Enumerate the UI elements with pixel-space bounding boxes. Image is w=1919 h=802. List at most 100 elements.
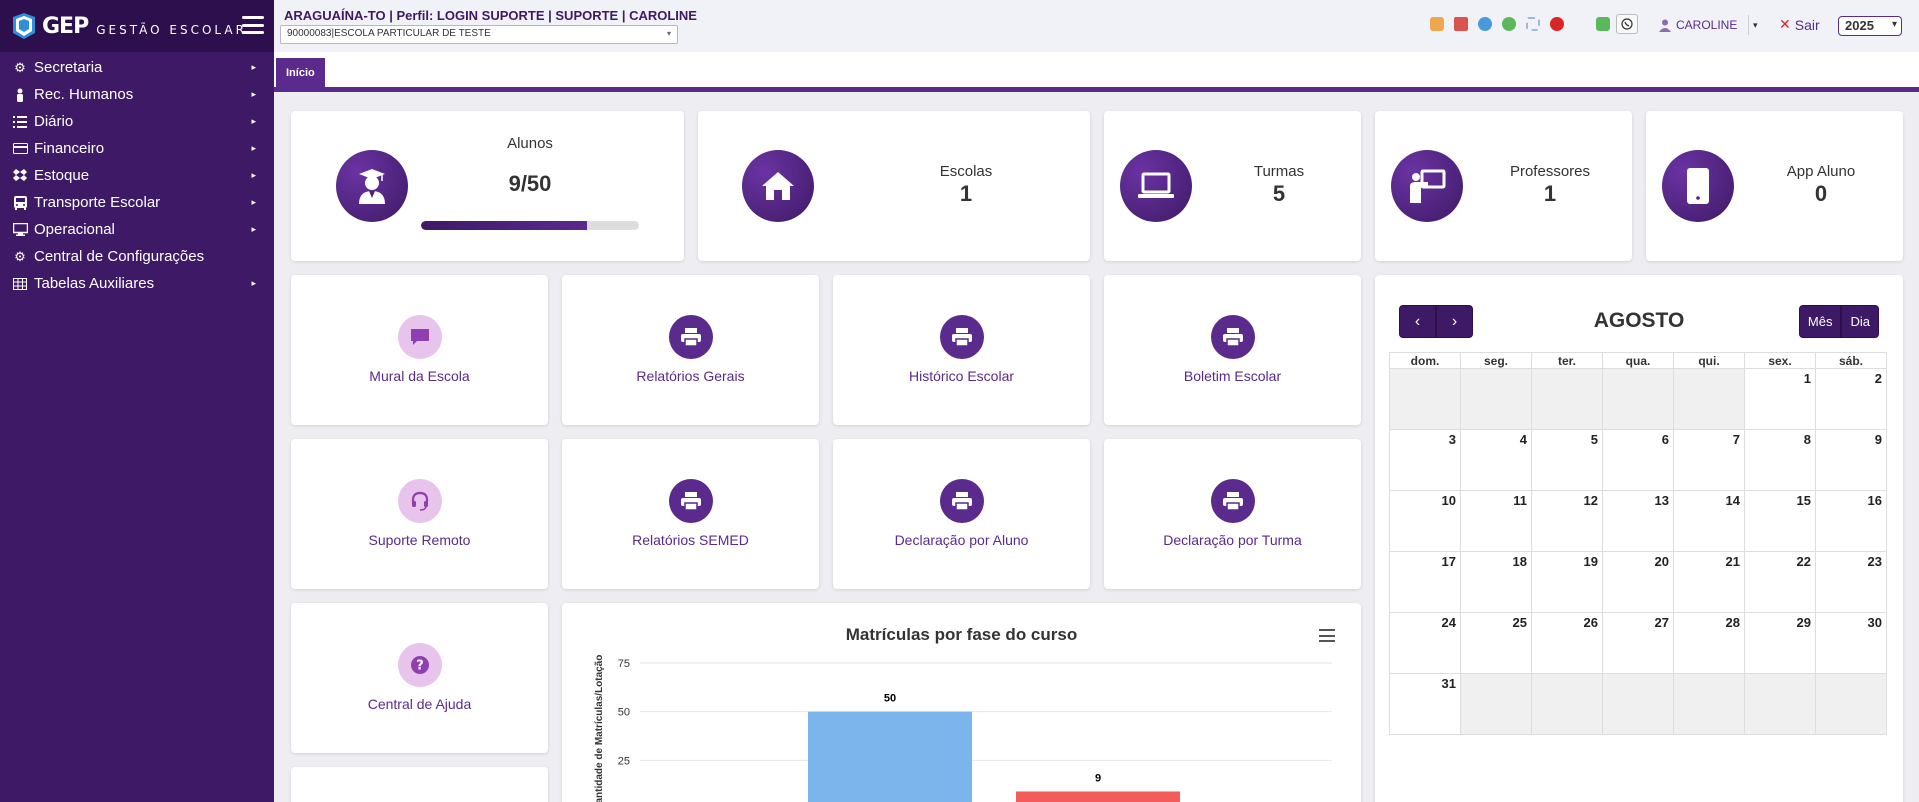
pie-chart-icon[interactable] <box>1478 17 1492 31</box>
calendar-day[interactable]: 3 <box>1389 429 1461 491</box>
calendar-day[interactable]: 22 <box>1744 551 1816 613</box>
sidebar-item-central-configuracoes[interactable]: ⚙ Central de Configurações <box>0 243 274 270</box>
calendar-day[interactable]: 5 <box>1531 429 1603 491</box>
user-menu-button[interactable]: CAROLINE <box>1659 18 1737 32</box>
calendar-day[interactable]: 29 <box>1744 612 1816 674</box>
calendar-day[interactable] <box>1602 368 1674 430</box>
question-icon: ? <box>397 643 442 687</box>
calendar-day[interactable]: 17 <box>1389 551 1461 613</box>
stat-value: 1 <box>1543 181 1557 206</box>
action-central-ajuda[interactable]: ? Central de Ajuda <box>291 603 548 753</box>
card-toolbar-icon[interactable] <box>1430 17 1444 31</box>
calendar-day[interactable]: 13 <box>1602 490 1674 552</box>
arrow-right-icon: ▸ <box>251 116 256 126</box>
bar-chart: 7550250Quantidade de Matrículas/Lotação5… <box>594 655 1332 802</box>
calendar-day[interactable]: 7 <box>1673 429 1745 491</box>
spreadsheet-icon[interactable] <box>1596 17 1610 31</box>
calendar-day[interactable]: 30 <box>1815 612 1887 674</box>
school-select[interactable]: 90000083|ESCOLA PARTICULAR DE TESTE ▾ <box>280 25 678 44</box>
view-day-button[interactable]: Dia <box>1841 305 1879 338</box>
sidebar-item-tabelas-auxiliares[interactable]: Tabelas Auxiliares ▸ <box>0 270 274 297</box>
calendar-day[interactable]: 8 <box>1744 429 1816 491</box>
chat-icon[interactable] <box>1502 17 1516 31</box>
calendar-day[interactable]: 10 <box>1389 490 1461 552</box>
calendar-day[interactable]: 16 <box>1815 490 1887 552</box>
calendar-day[interactable]: 6 <box>1602 429 1674 491</box>
list-icon <box>12 115 28 129</box>
menu-toggle-icon[interactable] <box>242 16 264 34</box>
sidebar-item-operacional[interactable]: Operacional ▸ <box>0 216 274 243</box>
person-icon <box>12 88 28 102</box>
logout-button[interactable]: ✕ Sair <box>1779 16 1820 33</box>
sidebar-item-rec-humanos[interactable]: Rec. Humanos ▸ <box>0 81 274 108</box>
y-axis-label: Quantidade de Matrículas/Lotação <box>594 655 605 802</box>
calendar-day[interactable]: 27 <box>1602 612 1674 674</box>
chart-title: Matrículas por fase do curso <box>845 625 1078 644</box>
calendar-day[interactable] <box>1389 368 1461 430</box>
close-circle-icon[interactable] <box>1550 17 1564 31</box>
calendar-day[interactable]: 20 <box>1602 551 1674 613</box>
action-declaracao-aluno[interactable]: Declaração por Aluno <box>833 439 1090 589</box>
calendar-day[interactable]: 25 <box>1460 612 1532 674</box>
calendar-day[interactable] <box>1531 368 1603 430</box>
sidebar-item-diario[interactable]: Diário ▸ <box>0 108 274 135</box>
calendar-day[interactable]: 24 <box>1389 612 1461 674</box>
action-relatorios-gerais[interactable]: Relatórios Gerais <box>562 275 819 425</box>
year-select[interactable]: 2025 ▾ <box>1838 16 1902 36</box>
calendar-day[interactable]: 15 <box>1744 490 1816 552</box>
calendar-week: 10 11 12 13 14 15 16 <box>1389 490 1887 552</box>
calendar-day[interactable]: 28 <box>1673 612 1745 674</box>
whatsapp-icon[interactable] <box>1616 14 1638 34</box>
user-dropdown-toggle[interactable]: ▾ <box>1748 15 1758 35</box>
sidebar-item-label: Transporte Escolar <box>34 194 161 211</box>
calendar-day[interactable]: 19 <box>1531 551 1603 613</box>
logo-subtitle: GESTÃO ESCOLAR <box>96 23 247 37</box>
chart-bar[interactable] <box>1016 791 1180 802</box>
logout-label: Sair <box>1794 16 1820 33</box>
calendar-day[interactable] <box>1460 673 1532 735</box>
sidebar: GEP GESTÃO ESCOLAR ⚙ Secretaria ▸ Rec. H… <box>0 0 274 802</box>
chart-menu-icon[interactable] <box>1319 629 1335 642</box>
calendar-day[interactable]: 18 <box>1460 551 1532 613</box>
calendar-day[interactable]: 26 <box>1531 612 1603 674</box>
calendar-day[interactable]: 12 <box>1531 490 1603 552</box>
action-suporte-remoto[interactable]: Suporte Remoto <box>291 439 548 589</box>
bar-data-label: 50 <box>884 693 896 705</box>
calendar-day[interactable] <box>1673 673 1745 735</box>
calendar-day[interactable]: 2 <box>1815 368 1887 430</box>
calendar-day[interactable] <box>1815 673 1887 735</box>
calendar-day[interactable]: 1 <box>1744 368 1816 430</box>
action-mural-escola[interactable]: Mural da Escola <box>291 275 548 425</box>
prev-month-button[interactable]: ‹ <box>1399 305 1436 338</box>
calendar-day[interactable] <box>1531 673 1603 735</box>
calendar-day[interactable]: 14 <box>1673 490 1745 552</box>
sidebar-item-secretaria[interactable]: ⚙ Secretaria ▸ <box>0 54 274 81</box>
map-icon[interactable] <box>1454 17 1468 31</box>
fullscreen-icon[interactable] <box>1526 17 1540 31</box>
arrow-right-icon: ▸ <box>251 62 256 72</box>
sidebar-item-label: Diário <box>34 113 74 130</box>
calendar-day[interactable]: 4 <box>1460 429 1532 491</box>
sidebar-item-estoque[interactable]: Estoque ▸ <box>0 162 274 189</box>
calendar-day[interactable] <box>1673 368 1745 430</box>
action-historico-escolar[interactable]: Histórico Escolar <box>833 275 1090 425</box>
tab-inicio[interactable]: Início <box>276 58 325 87</box>
view-month-button[interactable]: Mês <box>1798 305 1842 338</box>
calendar-day[interactable]: 9 <box>1815 429 1887 491</box>
calendar-day[interactable] <box>1744 673 1816 735</box>
action-relatorios-semed[interactable]: Relatórios SEMED <box>562 439 819 589</box>
next-month-button[interactable]: › <box>1436 305 1473 338</box>
sidebar-item-transporte[interactable]: Transporte Escolar ▸ <box>0 189 274 216</box>
calendar-day[interactable]: 23 <box>1815 551 1887 613</box>
calendar-day[interactable]: 31 <box>1389 673 1461 735</box>
action-boletim-escolar[interactable]: Boletim Escolar <box>1104 275 1361 425</box>
sidebar-item-label: Operacional <box>34 221 115 238</box>
sidebar-item-financeiro[interactable]: Financeiro ▸ <box>0 135 274 162</box>
calendar-day[interactable]: 11 <box>1460 490 1532 552</box>
chart-bar[interactable] <box>808 711 972 802</box>
calendar-day[interactable] <box>1460 368 1532 430</box>
stat-title: App Aluno <box>1786 163 1856 180</box>
calendar-day[interactable] <box>1602 673 1674 735</box>
calendar-day[interactable]: 21 <box>1673 551 1745 613</box>
action-declaracao-turma[interactable]: Declaração por Turma <box>1104 439 1361 589</box>
